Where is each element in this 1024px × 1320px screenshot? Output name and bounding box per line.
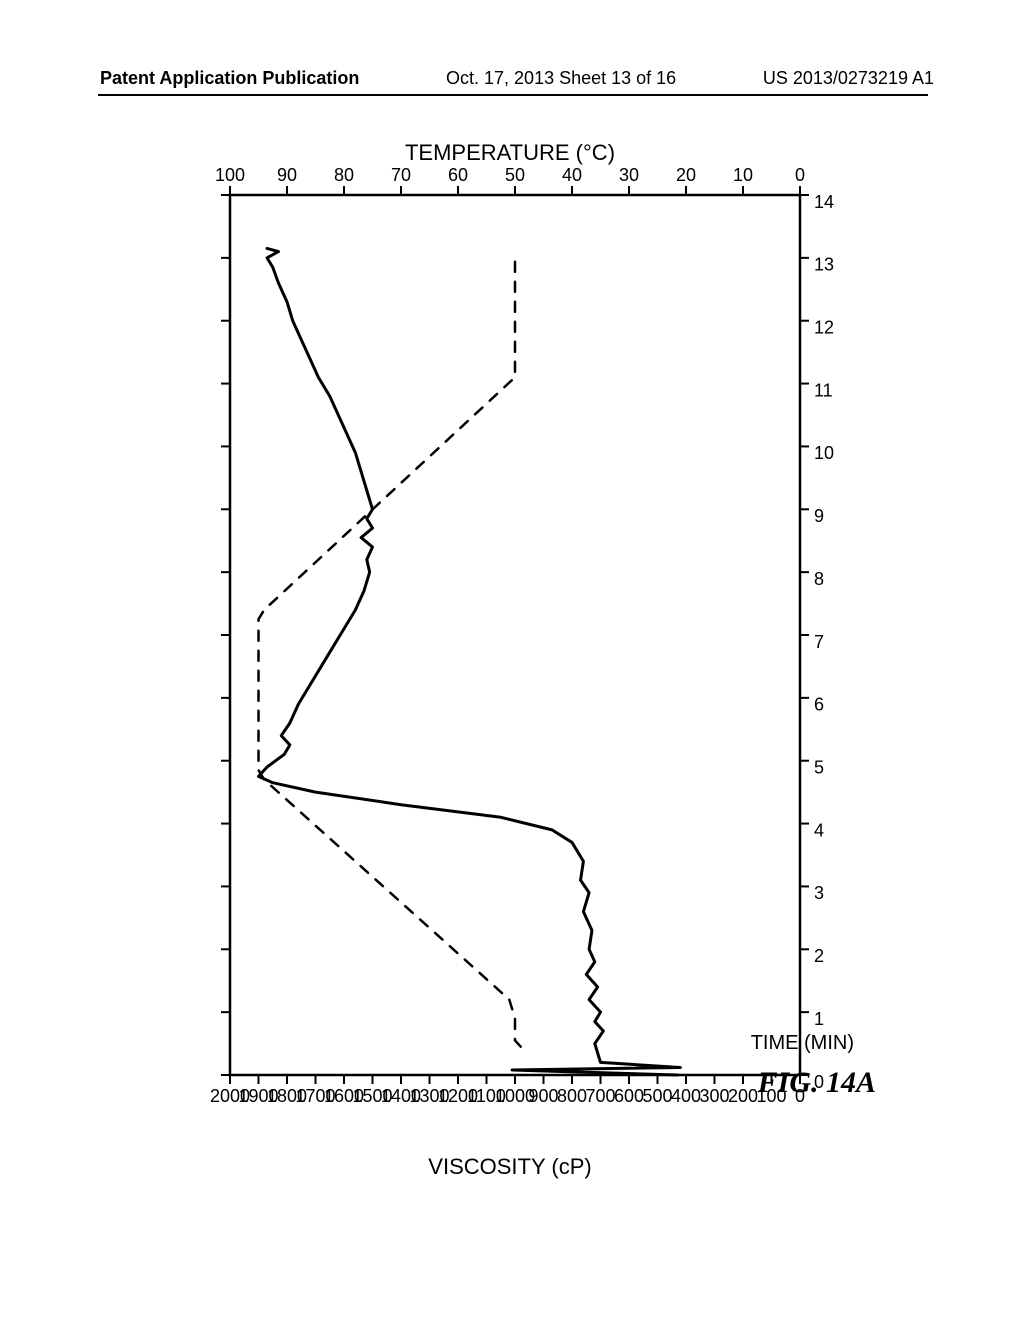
page-header: Patent Application Publication Oct. 17, …: [0, 68, 1024, 89]
svg-text:30: 30: [619, 165, 639, 185]
header-divider: [98, 94, 928, 96]
svg-text:6: 6: [814, 695, 824, 715]
svg-text:300: 300: [699, 1086, 729, 1106]
svg-text:9: 9: [814, 506, 824, 526]
svg-text:14: 14: [814, 192, 834, 212]
svg-text:40: 40: [562, 165, 582, 185]
header-date-sheet: Oct. 17, 2013 Sheet 13 of 16: [446, 68, 676, 89]
svg-text:12: 12: [814, 317, 834, 337]
header-publication: Patent Application Publication: [100, 68, 359, 89]
svg-text:8: 8: [814, 569, 824, 589]
svg-text:13: 13: [814, 255, 834, 275]
y-left-axis-label: VISCOSITY (cP): [428, 1154, 591, 1180]
svg-text:20: 20: [676, 165, 696, 185]
svg-text:70: 70: [391, 165, 411, 185]
svg-text:2: 2: [814, 946, 824, 966]
svg-text:0: 0: [795, 165, 805, 185]
svg-text:400: 400: [671, 1086, 701, 1106]
figure-container: TEMPERATURE (°C) 01234567891011121314010…: [130, 140, 890, 1190]
svg-text:3: 3: [814, 883, 824, 903]
svg-text:5: 5: [814, 757, 824, 777]
svg-text:100: 100: [215, 165, 245, 185]
svg-text:600: 600: [614, 1086, 644, 1106]
svg-text:500: 500: [642, 1086, 672, 1106]
svg-text:200: 200: [728, 1086, 758, 1106]
svg-text:4: 4: [814, 820, 824, 840]
y-right-axis-label: TEMPERATURE (°C): [405, 140, 615, 166]
svg-text:90: 90: [277, 165, 297, 185]
svg-text:800: 800: [557, 1086, 587, 1106]
header-pub-number: US 2013/0273219 A1: [763, 68, 934, 89]
svg-text:7: 7: [814, 632, 824, 652]
svg-text:10: 10: [814, 443, 834, 463]
svg-text:2000: 2000: [210, 1086, 250, 1106]
svg-text:80: 80: [334, 165, 354, 185]
svg-text:50: 50: [505, 165, 525, 185]
svg-text:60: 60: [448, 165, 468, 185]
svg-text:700: 700: [585, 1086, 615, 1106]
figure-caption: FIG. 14A: [758, 1066, 876, 1100]
svg-text:10: 10: [733, 165, 753, 185]
svg-text:1: 1: [814, 1009, 824, 1029]
chart-svg: 0123456789101112131401002003004005006007…: [130, 140, 890, 1150]
svg-text:11: 11: [814, 380, 833, 400]
x-axis-label: TIME (MIN): [751, 1032, 854, 1055]
